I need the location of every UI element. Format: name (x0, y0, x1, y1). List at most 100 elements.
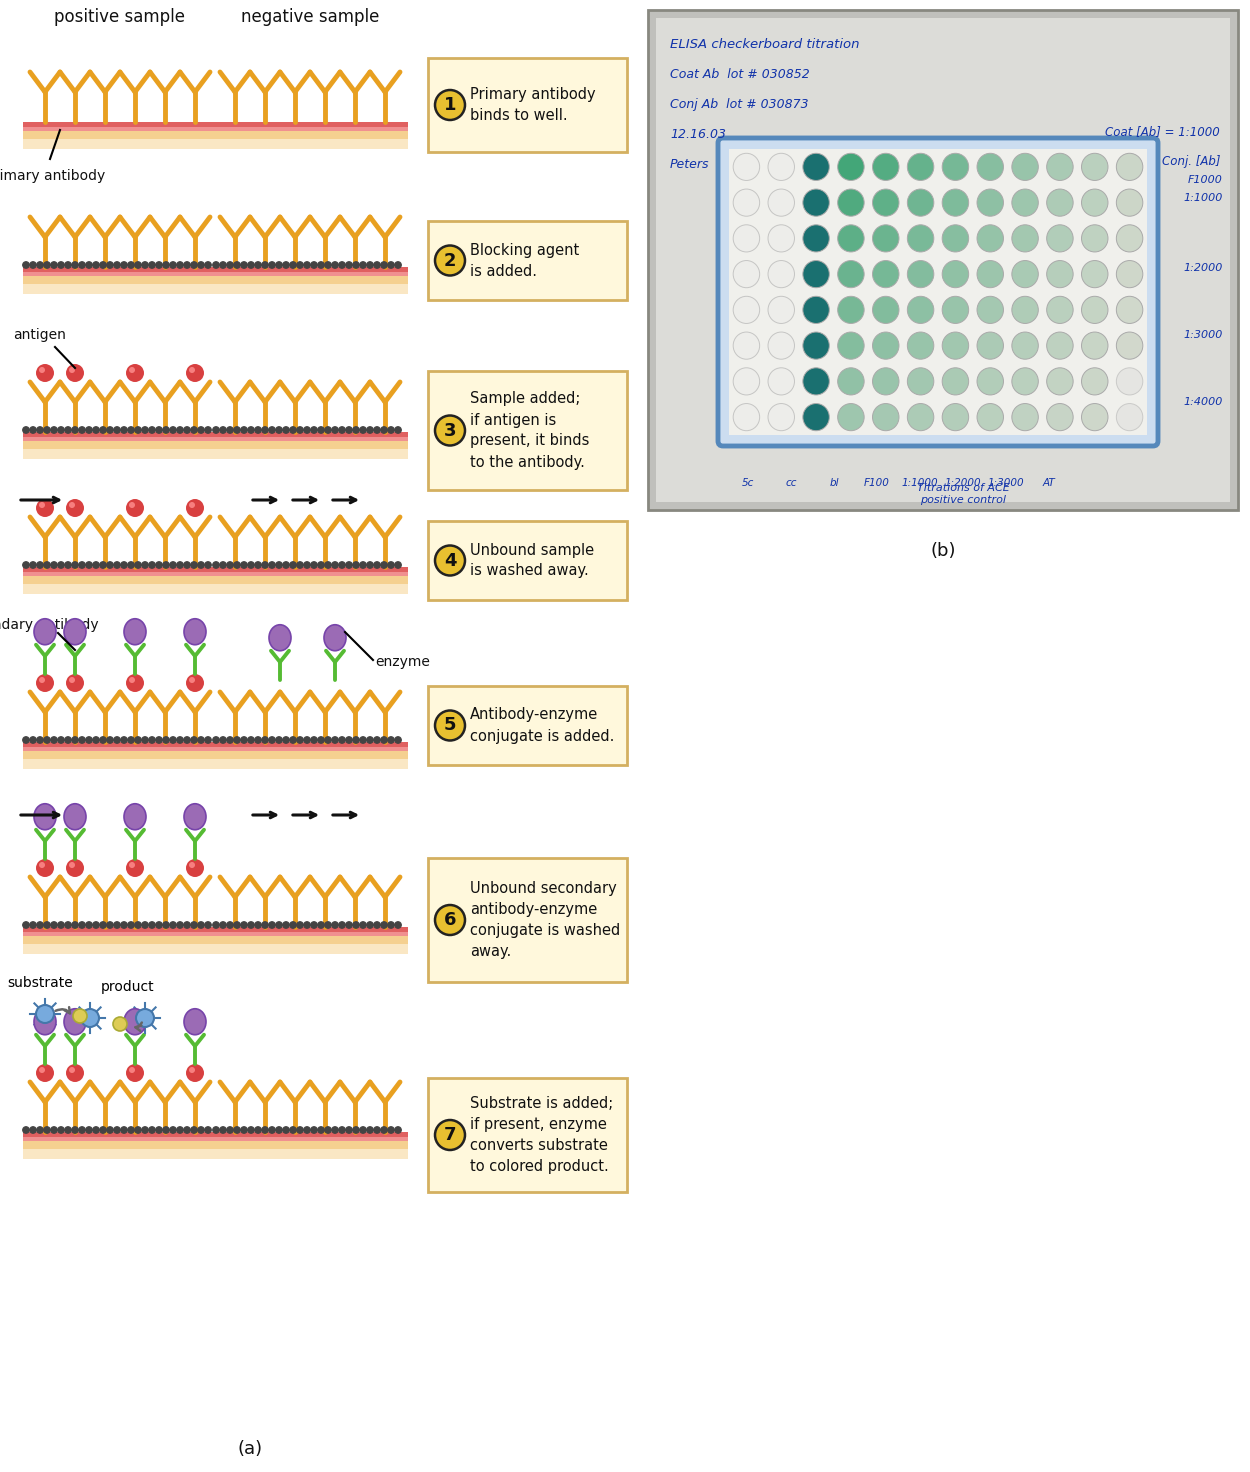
Ellipse shape (1116, 333, 1142, 359)
Circle shape (325, 1126, 331, 1133)
Circle shape (346, 562, 352, 568)
Circle shape (234, 427, 240, 433)
Circle shape (325, 262, 331, 268)
Circle shape (184, 921, 190, 929)
Ellipse shape (1011, 333, 1039, 359)
Circle shape (39, 367, 45, 372)
Circle shape (22, 737, 29, 743)
Text: bl: bl (829, 478, 839, 489)
Ellipse shape (34, 618, 56, 645)
Circle shape (44, 562, 50, 568)
Ellipse shape (1011, 261, 1039, 287)
Circle shape (176, 262, 184, 268)
FancyBboxPatch shape (22, 431, 218, 439)
Circle shape (92, 562, 99, 568)
Circle shape (304, 562, 310, 568)
Ellipse shape (838, 296, 864, 324)
Circle shape (129, 677, 135, 683)
Circle shape (71, 1126, 79, 1133)
Circle shape (36, 1126, 44, 1133)
Circle shape (282, 737, 289, 743)
Ellipse shape (734, 403, 760, 431)
Circle shape (276, 737, 282, 743)
Circle shape (234, 1126, 240, 1133)
Ellipse shape (734, 188, 760, 216)
Ellipse shape (942, 153, 969, 181)
Circle shape (318, 562, 324, 568)
Text: F100: F100 (864, 478, 890, 489)
Circle shape (162, 737, 169, 743)
Circle shape (135, 262, 141, 268)
Circle shape (241, 262, 248, 268)
Ellipse shape (1011, 225, 1039, 252)
Circle shape (69, 863, 75, 868)
Circle shape (121, 262, 127, 268)
Circle shape (65, 921, 71, 929)
Circle shape (290, 562, 296, 568)
FancyBboxPatch shape (656, 18, 1230, 502)
Circle shape (360, 262, 366, 268)
Circle shape (162, 262, 169, 268)
Ellipse shape (908, 296, 934, 324)
Ellipse shape (838, 333, 864, 359)
Circle shape (226, 562, 234, 568)
Circle shape (352, 562, 359, 568)
FancyBboxPatch shape (22, 573, 218, 576)
Ellipse shape (872, 261, 899, 287)
Circle shape (191, 737, 198, 743)
Ellipse shape (1081, 368, 1108, 394)
Circle shape (255, 921, 261, 929)
Circle shape (366, 562, 374, 568)
FancyBboxPatch shape (22, 138, 218, 149)
Circle shape (100, 427, 106, 433)
Ellipse shape (1116, 403, 1142, 431)
FancyBboxPatch shape (22, 932, 218, 954)
Circle shape (290, 737, 296, 743)
Circle shape (30, 1126, 36, 1133)
Circle shape (374, 562, 380, 568)
Ellipse shape (269, 624, 291, 651)
Circle shape (241, 1126, 248, 1133)
Ellipse shape (838, 225, 864, 252)
Circle shape (205, 562, 211, 568)
Circle shape (170, 921, 176, 929)
FancyBboxPatch shape (22, 746, 218, 768)
Circle shape (318, 737, 324, 743)
Circle shape (331, 427, 339, 433)
Text: 1:1000: 1:1000 (901, 478, 939, 489)
Circle shape (226, 427, 234, 433)
FancyBboxPatch shape (22, 437, 218, 459)
Circle shape (366, 262, 374, 268)
Circle shape (121, 737, 127, 743)
Text: Conj. [Ab]: Conj. [Ab] (1161, 155, 1220, 168)
Circle shape (318, 262, 324, 268)
Circle shape (325, 562, 331, 568)
Circle shape (72, 1008, 88, 1023)
Ellipse shape (978, 368, 1004, 394)
FancyBboxPatch shape (213, 746, 408, 751)
Circle shape (248, 427, 254, 433)
Circle shape (269, 427, 275, 433)
Circle shape (241, 737, 248, 743)
Circle shape (213, 921, 219, 929)
Circle shape (435, 246, 465, 275)
Text: 12.16.03: 12.16.03 (670, 128, 726, 141)
Circle shape (44, 262, 50, 268)
Circle shape (114, 1126, 120, 1133)
Text: 1:3000: 1:3000 (1184, 330, 1222, 340)
Circle shape (366, 1126, 374, 1133)
Circle shape (36, 1064, 54, 1082)
Circle shape (374, 737, 380, 743)
Circle shape (318, 921, 324, 929)
Ellipse shape (978, 403, 1004, 431)
Circle shape (205, 427, 211, 433)
Circle shape (269, 1126, 275, 1133)
Ellipse shape (768, 225, 795, 252)
Circle shape (86, 262, 92, 268)
Ellipse shape (124, 618, 146, 645)
Circle shape (186, 364, 204, 383)
Circle shape (255, 427, 261, 433)
Text: (a): (a) (238, 1440, 262, 1457)
Circle shape (296, 1126, 304, 1133)
Circle shape (126, 364, 144, 383)
